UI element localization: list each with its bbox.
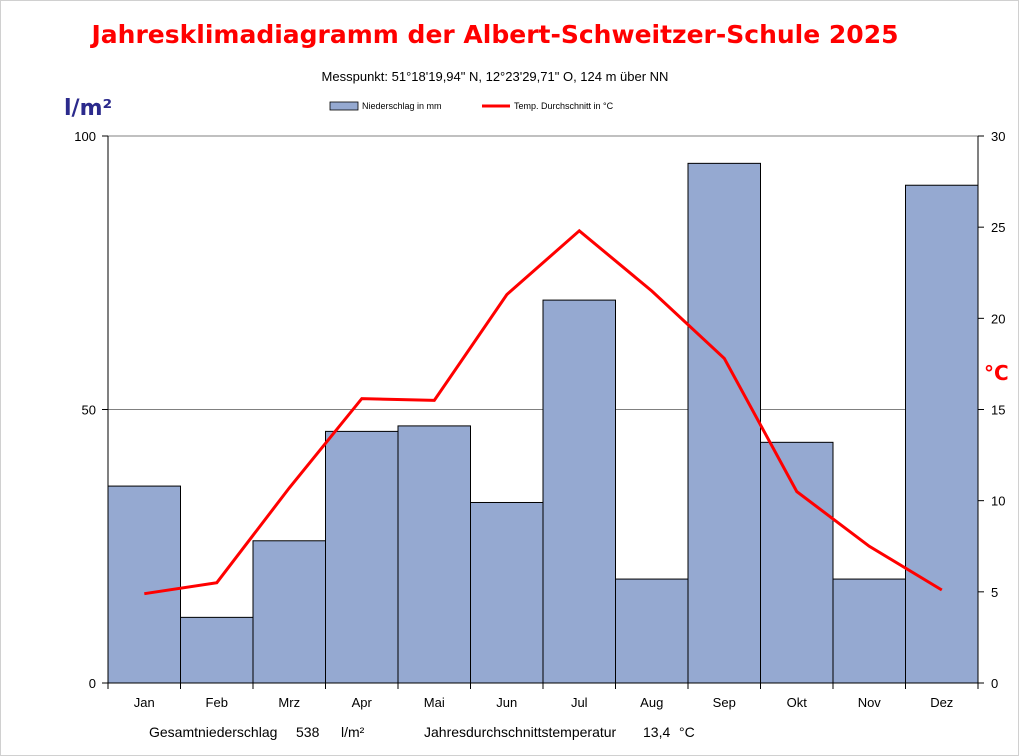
precip-bar [325,430,399,684]
total-precip-unit: l/m² [341,724,365,740]
mean-temp-unit: °C [679,724,695,740]
x-tick-label: Jan [134,695,155,710]
right-axis-unit: °C [984,361,1009,385]
footer: Gesamtniederschlag 538 l/m² Jahresdurchs… [149,724,695,740]
right-tick-label: 25 [991,220,1005,235]
precip-bar [252,540,326,684]
precip-bar [760,441,834,684]
left-tick-label: 100 [74,129,96,144]
precip-bar [615,578,689,684]
left-axis-unit: l/m² [64,96,112,121]
legend-label-temp: Temp. Durchschnitt in °C [514,101,614,111]
x-tick-label: Nov [858,695,882,710]
chart-title: Jahresklimadiagramm der Albert-Schweitze… [90,20,899,49]
x-tick-label: Jul [571,695,588,710]
right-tick-label: 20 [991,311,1005,326]
mean-temp-label: Jahresdurchschnittstemperatur [424,724,617,740]
right-tick-label: 5 [991,585,998,600]
total-precip-value: 538 [296,724,320,740]
legend-label-precip: Niederschlag in mm [362,101,442,111]
legend: Niederschlag in mm Temp. Durchschnitt in… [329,101,614,111]
x-tick-label: Dez [930,695,953,710]
x-tick-label: Mrz [278,695,300,710]
x-tick-label: Sep [713,695,736,710]
x-tick-label: Mai [424,695,445,710]
chart-subtitle: Messpunkt: 51°18'19,94" N, 12°23'29,71" … [322,69,669,84]
precip-bar [180,616,254,684]
x-tick-label: Aug [640,695,663,710]
x-tick-label: Jun [496,695,517,710]
precip-bar [542,299,616,684]
x-tick-label: Feb [206,695,228,710]
total-precip-label: Gesamtniederschlag [149,724,277,740]
right-tick-label: 10 [991,494,1005,509]
precip-bar [107,485,181,684]
x-tick-label: Okt [787,695,808,710]
right-tick-label: 15 [991,403,1005,418]
precip-bar [905,184,979,684]
mean-temp-value: 13,4 [643,724,670,740]
precip-bar [397,425,471,684]
precip-bar [687,162,761,684]
plot-area: 0 50 100 0 5 10 15 20 25 30 Jan Feb Mrz Apr Mai Jun Jul A… [74,129,1005,710]
legend-swatch-precip [329,101,359,111]
precip-bar [470,501,544,684]
precip-bar [832,578,906,684]
temperature-line [144,228,943,596]
right-tick-label: 30 [991,129,1005,144]
left-tick-label: 0 [89,676,96,691]
right-tick-label: 0 [991,676,998,691]
x-tick-label: Apr [352,695,373,710]
left-tick-label: 50 [82,403,96,418]
